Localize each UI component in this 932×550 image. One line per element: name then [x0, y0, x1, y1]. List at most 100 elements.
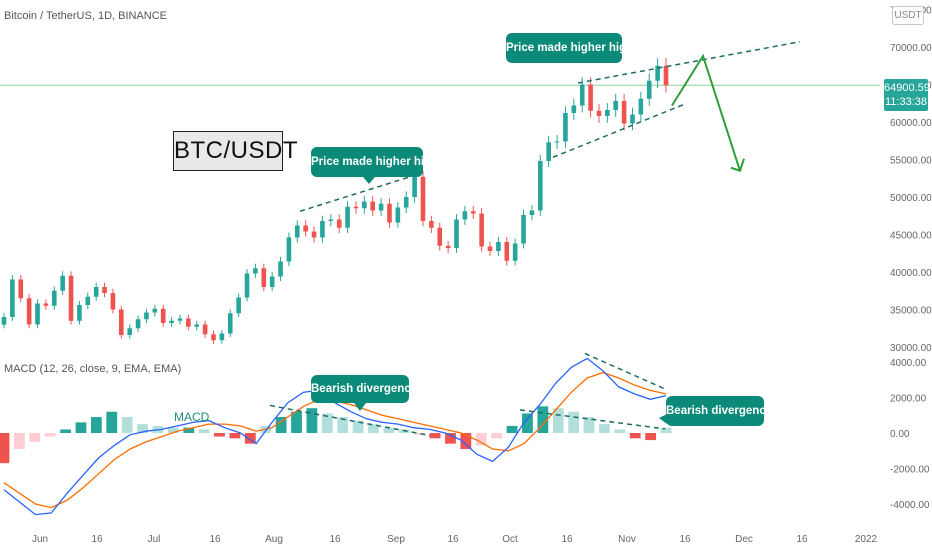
candle-body	[613, 101, 619, 110]
candle-body	[60, 275, 65, 291]
macd-histogram-bar	[90, 417, 102, 433]
macd-histogram-bar	[198, 429, 210, 433]
candle-body	[328, 219, 334, 221]
candle-body	[186, 318, 191, 327]
price-axis-tick: 50000.00	[890, 193, 932, 204]
candle-body	[362, 201, 367, 209]
bar-countdown: 11:33:38	[884, 96, 927, 108]
candle-body	[93, 287, 99, 297]
time-axis-tick: 16	[91, 534, 103, 545]
macd-histogram-bar	[0, 433, 10, 464]
candle-body	[655, 65, 660, 81]
candle-body	[605, 110, 610, 116]
price-trendline-aug-sep	[299, 174, 416, 212]
time-axis-tick: Nov	[618, 534, 636, 545]
macd-histogram-bar	[14, 433, 25, 449]
candle-body	[194, 324, 200, 327]
candle-body	[286, 237, 292, 262]
candle-body	[35, 303, 40, 325]
candle-body	[244, 273, 250, 298]
macd-axis-tick: 2000.00	[890, 394, 927, 405]
candle-body	[554, 141, 560, 143]
candle-body	[437, 227, 443, 246]
time-axis-tick: Sep	[387, 534, 405, 545]
time-axis-tick: Jul	[148, 534, 161, 545]
candle-body	[412, 176, 417, 197]
price-axis-tick: 30000.00	[890, 343, 932, 354]
macd-text-label: MACD	[174, 410, 210, 424]
candle-body	[160, 308, 166, 323]
candle-body	[537, 161, 543, 211]
candle-body	[512, 243, 518, 261]
candle-body	[311, 231, 317, 238]
macd-axis-tick: 4000.00	[890, 358, 927, 369]
candle-body	[521, 215, 526, 244]
candle-body	[68, 275, 74, 321]
time-axis-tick: 16	[447, 534, 459, 545]
symbol-title: Bitcoin / TetherUS, 1D, BINANCE	[4, 10, 168, 22]
projected-price-path	[671, 53, 741, 172]
rising-wedge-upper-line	[577, 41, 801, 84]
candle-body	[487, 246, 493, 251]
candle-body	[10, 279, 15, 317]
macd-histogram-bar	[167, 427, 179, 433]
rising-wedge-lower-line	[552, 103, 686, 158]
candle-body	[77, 305, 82, 321]
candle-body	[278, 261, 283, 277]
callout-higher-high-2: Price made higher high	[506, 33, 633, 63]
macd-histogram-bar	[537, 406, 549, 433]
callout-pointer	[659, 414, 667, 424]
macd-histogram-bar	[321, 413, 333, 433]
candle-body	[345, 206, 350, 228]
macd-indicator-title[interactable]: MACD (12, 26, close, 9, EMA, EMA)	[4, 363, 182, 375]
macd-histogram-bar	[491, 433, 503, 439]
candle-body	[119, 309, 124, 335]
time-axis-tick: 16	[329, 534, 341, 545]
macd-histogram-bar	[614, 429, 626, 433]
time-axis-tick: 16	[209, 534, 221, 545]
projection-arrowhead	[730, 158, 745, 173]
candle-body	[169, 320, 174, 323]
macd-histogram-bar	[244, 433, 256, 444]
price-axis-tick: 55000.00	[890, 156, 932, 167]
price-axis-tick: 35000.00	[890, 306, 932, 317]
price-axis-tick: 40000.00	[890, 268, 932, 279]
currency-button[interactable]: USDT	[892, 6, 924, 25]
candle-body	[454, 219, 459, 248]
macd-histogram-bar	[106, 411, 118, 433]
candle-body	[588, 84, 593, 111]
macd-histogram-bar	[352, 420, 364, 433]
macd-histogram-bar	[583, 417, 595, 433]
macd-histogram-bar	[306, 408, 318, 433]
candle-body	[227, 313, 233, 334]
price-axis-tick: 45000.00	[890, 231, 932, 242]
callout-higher-high-1: Price made higher high	[311, 147, 438, 184]
macd-histogram-bar	[229, 433, 241, 439]
candle-body	[420, 176, 426, 221]
candle-body	[496, 242, 501, 251]
candle-body	[429, 221, 434, 228]
candle-body	[445, 245, 451, 248]
price-axis-tick: 60000.00	[890, 118, 932, 129]
callout-bearish-divergence-2-text: Bearish divergence	[666, 405, 773, 417]
candle-body	[85, 296, 91, 305]
callout-higher-high-1-text: Price made higher high	[311, 156, 439, 168]
time-axis-tick: 16	[561, 534, 573, 545]
macd-divergence-line-2	[519, 409, 666, 430]
candle-body	[211, 334, 216, 341]
candle-body	[529, 210, 535, 215]
candle-body	[110, 293, 116, 310]
macd-histogram-bar	[75, 422, 87, 433]
candle-body	[253, 268, 258, 274]
macd-histogram-bar	[137, 424, 148, 433]
pair-label-box: BTC/USDT	[173, 131, 298, 171]
macd-histogram-bar	[645, 433, 656, 441]
candle-body	[336, 219, 342, 228]
macd-histogram-bar	[60, 429, 71, 433]
macd-histogram-bar	[414, 433, 426, 435]
macd-histogram-bar	[660, 427, 672, 433]
candle-body	[370, 201, 376, 211]
candle-body	[135, 319, 141, 329]
